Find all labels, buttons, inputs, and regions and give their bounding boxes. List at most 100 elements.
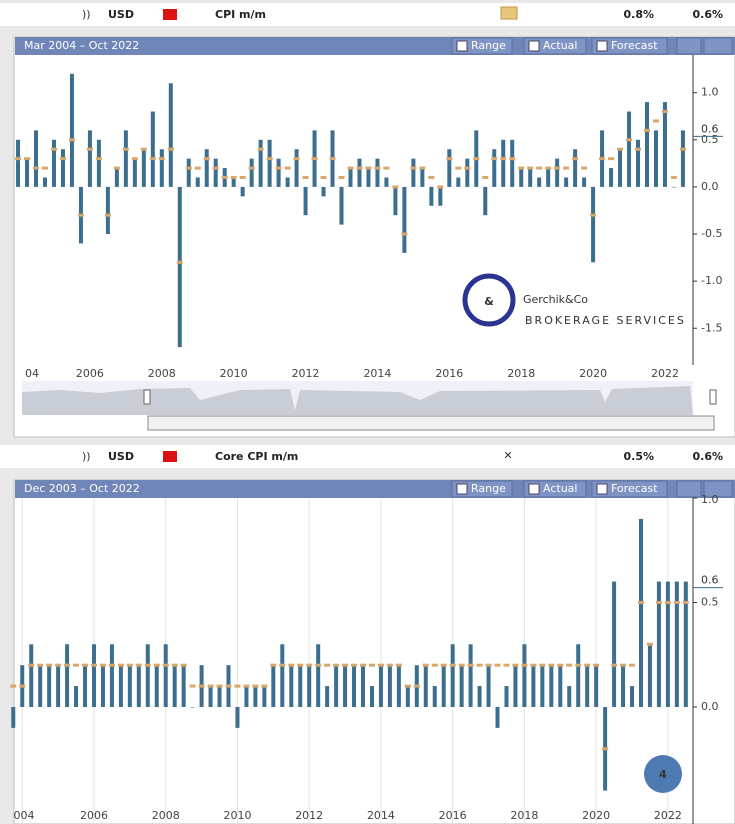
forecast-mark	[189, 684, 196, 688]
bar	[647, 644, 652, 707]
bar	[393, 186, 398, 216]
forecast-mark	[404, 684, 411, 688]
forecast-mark	[455, 166, 462, 170]
folder-icon[interactable]	[500, 6, 518, 20]
bar	[334, 665, 339, 707]
x-tick-label: 2020	[582, 809, 610, 822]
bar	[83, 665, 88, 707]
forecast-mark	[664, 600, 671, 604]
forecast-mark	[356, 166, 363, 170]
bar	[369, 686, 374, 707]
forecast-mark	[37, 663, 44, 667]
y-tick-label: 1.0	[701, 493, 719, 506]
close-icon[interactable]: ✕	[503, 449, 512, 462]
currency: USD	[108, 8, 134, 21]
bar	[87, 130, 92, 187]
bar	[378, 665, 383, 707]
forecast-mark	[225, 684, 232, 688]
x-tick-label: 2016	[439, 809, 467, 822]
forecast-mark	[266, 157, 273, 161]
bar	[118, 665, 123, 707]
forecast-mark	[611, 663, 618, 667]
button-label[interactable]: Range	[471, 482, 506, 495]
forecast-mark	[252, 684, 259, 688]
forecast-mark	[509, 157, 516, 161]
bar	[513, 665, 518, 707]
button-label[interactable]: Actual	[543, 482, 577, 495]
button-label[interactable]: Forecast	[611, 39, 658, 52]
scrollbar[interactable]	[147, 415, 715, 431]
bar	[136, 665, 141, 707]
forecast-mark	[149, 157, 156, 161]
navigator-handle[interactable]	[143, 389, 151, 405]
x-tick-label: 2018	[507, 367, 535, 380]
forecast-mark	[401, 232, 408, 236]
forecast-mark	[383, 166, 390, 170]
forecast-mark	[24, 157, 31, 161]
zoom-button[interactable]	[676, 480, 702, 498]
forecast-mark	[467, 663, 474, 667]
forecast-mark	[527, 166, 534, 170]
bar	[618, 149, 623, 187]
forecast-mark	[333, 663, 340, 667]
bar	[546, 168, 551, 187]
forecast-mark	[86, 147, 93, 151]
bar	[621, 665, 626, 707]
bar	[208, 686, 213, 707]
bar	[519, 168, 524, 187]
forecast-mark	[180, 663, 187, 667]
checkbox[interactable]	[528, 483, 540, 495]
forecast-mark	[171, 663, 178, 667]
bar	[163, 644, 168, 707]
bar	[402, 186, 407, 253]
indicator: Core CPI m/m	[215, 450, 298, 463]
y-tick-label: 0.0	[701, 700, 719, 713]
forecast-mark	[351, 663, 358, 667]
zoom-button[interactable]	[676, 37, 702, 55]
forecast-mark	[655, 600, 662, 604]
navigator-handle[interactable]	[709, 389, 717, 405]
bar	[375, 158, 380, 187]
forecast-mark	[108, 663, 115, 667]
zoom-out-button[interactable]	[703, 37, 733, 55]
checkbox[interactable]	[596, 483, 608, 495]
toolbar-button[interactable]	[591, 480, 668, 498]
zoom-out-button[interactable]	[703, 480, 733, 498]
x-tick-label: 2014	[367, 809, 395, 822]
forecast-mark	[275, 166, 282, 170]
bar	[11, 706, 16, 728]
button-label[interactable]: Forecast	[611, 482, 658, 495]
bar	[540, 665, 545, 707]
checkbox[interactable]	[456, 483, 468, 495]
forecast-mark	[135, 663, 142, 667]
forecast-mark	[104, 213, 111, 217]
button-label[interactable]: Actual	[543, 39, 577, 52]
button-label[interactable]: Range	[471, 39, 506, 52]
forecast-mark	[491, 157, 498, 161]
x-tick-label: 2020	[579, 367, 607, 380]
bar	[321, 186, 326, 197]
bar	[339, 186, 344, 225]
last-value-label: 0.6	[701, 122, 719, 135]
bar	[289, 665, 294, 707]
forecast-mark	[293, 157, 300, 161]
bar	[384, 177, 389, 187]
forecast-mark	[485, 663, 492, 667]
forecast-mark	[315, 663, 322, 667]
bar	[43, 177, 48, 187]
checkbox[interactable]	[528, 40, 540, 52]
forecast-mark	[64, 663, 71, 667]
bar	[630, 686, 635, 707]
bar	[423, 665, 428, 707]
bar	[132, 158, 137, 187]
bar	[204, 149, 209, 187]
toolbar-button[interactable]	[591, 37, 668, 55]
last-value-label: 0.6	[701, 574, 719, 587]
checkbox[interactable]	[456, 40, 468, 52]
forecast-mark	[536, 166, 543, 170]
forecast-mark	[176, 260, 183, 264]
checkbox[interactable]	[596, 40, 608, 52]
range-label: Dec 2003 – Oct 2022	[24, 482, 140, 495]
bar	[483, 186, 488, 216]
bar	[522, 644, 527, 707]
